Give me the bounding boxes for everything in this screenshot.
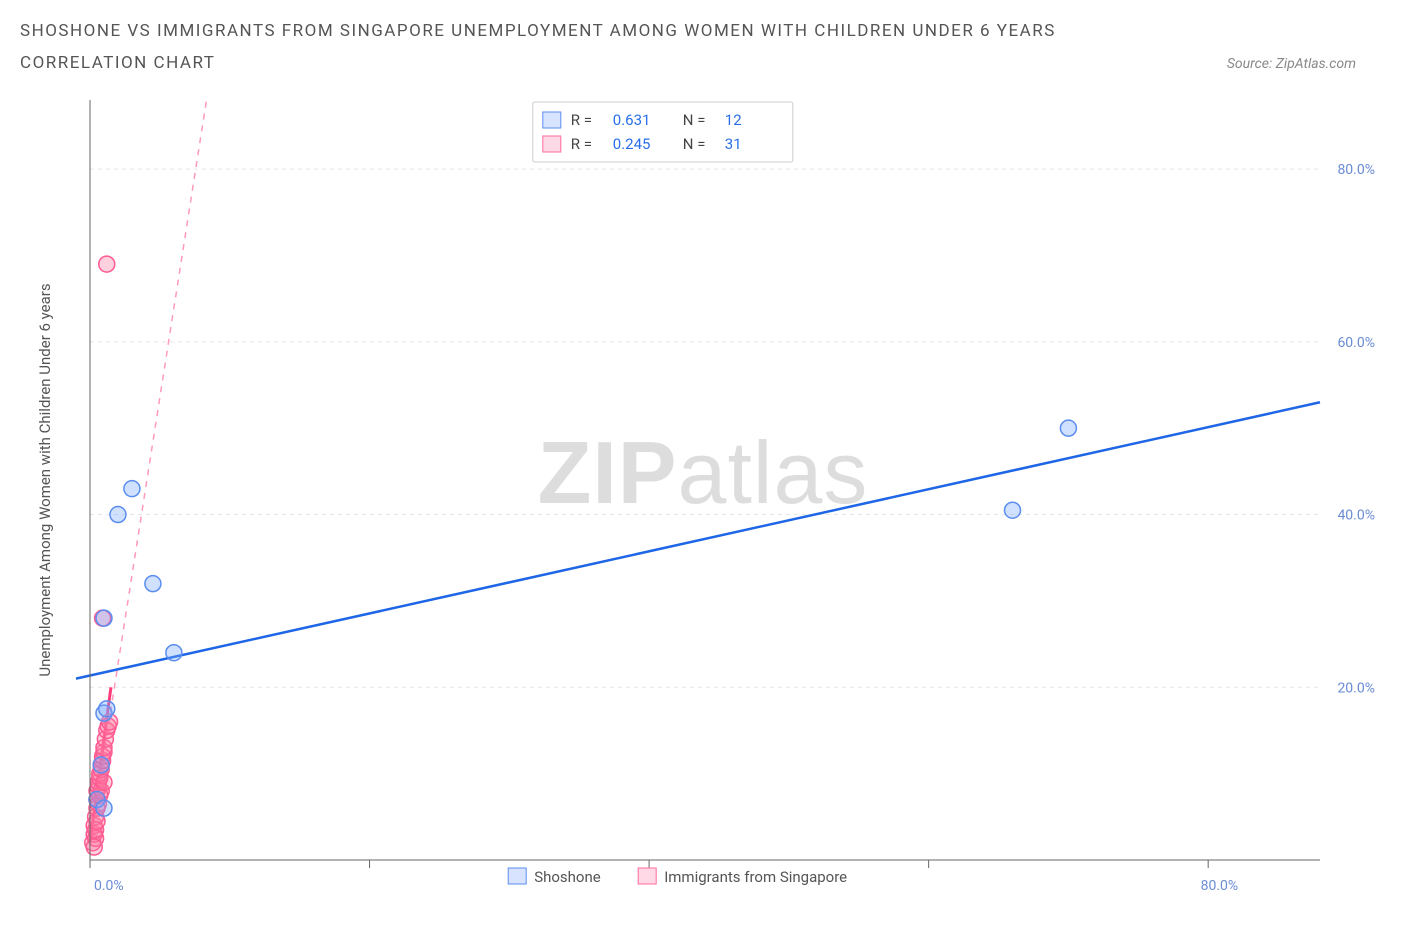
series-swatch [508,868,526,884]
data-point-blue [1060,420,1076,436]
legend-n-value: 31 [725,135,742,153]
data-point-blue [124,481,140,497]
series-label: Immigrants from Singapore [664,868,847,886]
legend-n-label: N = [683,135,706,153]
y-axis-label: 40.0% [1337,508,1375,524]
y-axis-label: 60.0% [1337,335,1375,351]
data-point-blue [93,757,109,773]
legend-r-label: R = [571,111,592,129]
series-swatch [638,868,656,884]
data-point-blue [96,800,112,816]
correlation-chart: 0.0% 80.0% 20.0% 40.0% 60.0% 80.0% Unemploymen… [20,100,1386,910]
chart-title: SHOSHONE VS IMMIGRANTS FROM SINGAPORE UN… [20,18,1386,45]
data-point-blue [166,645,182,661]
data-point-blue [1005,502,1021,518]
data-point-pink [99,256,115,272]
legend-r-value: 0.245 [613,135,651,153]
data-point-blue [110,507,126,523]
data-point-blue [99,701,115,717]
trend-line-blue [76,402,1320,678]
y-axis-title: Unemployment Among Women with Children U… [36,283,54,676]
y-axis-label: 20.0% [1337,680,1375,696]
legend-swatch [543,136,561,152]
legend-n-value: 12 [725,111,742,129]
chart-subtitle: CORRELATION CHART [20,53,215,73]
data-point-blue [96,610,112,626]
data-point-pink [86,839,102,855]
series-label: Shoshone [534,868,601,886]
data-point-blue [145,576,161,592]
legend-r-label: R = [571,135,592,153]
x-axis-label: 0.0% [94,878,124,894]
legend-n-label: N = [683,111,706,129]
data-point-pink [96,774,112,790]
legend-r-value: 0.631 [613,111,651,129]
y-axis-label: 80.0% [1337,162,1375,178]
source-attribution: Source: ZipAtlas.com [1227,56,1386,72]
legend-swatch [543,112,561,128]
x-axis-label: 80.0% [1201,878,1239,894]
